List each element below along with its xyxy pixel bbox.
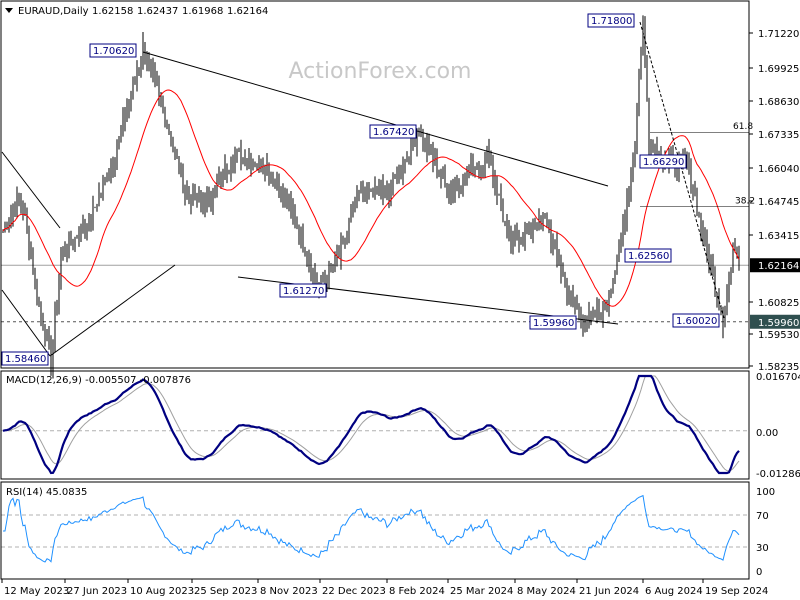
symbol-label: EURAUD,Daily [18,6,89,17]
price-tick-label: 1.71220 [758,29,799,40]
macd-signal-line [2,375,740,472]
date-tick-label: 21 Jun 2024 [579,586,639,597]
price-annotation-label: 1.60020 [676,316,717,327]
date-tick-label: 10 Aug 2023 [130,586,194,597]
macd-tick-label: -0.012869 [756,469,800,480]
moving-average-line [2,89,740,307]
trendline [1,151,61,229]
date-tick-label: 25 Mar 2024 [450,586,513,597]
date-tick-label: 6 Aug 2024 [645,586,703,597]
watermark: ActionForex.com [289,59,472,84]
price-tick-label: 1.63415 [758,231,799,242]
rsi-tick-label: 0 [756,567,762,578]
current-price-badge [750,258,800,273]
price-annotation-box [529,315,577,330]
price-annotation-box [279,283,327,298]
marker-price-label: 1.59960 [758,318,799,329]
rsi-panel-border [0,481,750,580]
price-tick-label: 1.67335 [758,130,799,141]
rsi-label: RSI(14) 45.0835 [6,487,87,498]
price-annotation-box [639,154,687,169]
date-tick-label: 25 Sep 2023 [194,586,257,597]
dropdown-triangle-icon[interactable] [5,8,13,13]
rsi-tick-label: 30 [756,543,769,554]
price-annotation-label: 1.59960 [533,318,574,329]
price-bars [2,15,740,379]
rsi-tick-label: 100 [756,487,775,498]
main-panel-border [0,0,750,369]
price-annotation-label: 1.66290 [643,157,684,168]
price-tick-label: 1.60825 [758,298,799,309]
rsi-line [3,494,740,563]
macd-label: MACD(12,26,9) -0.005507 -0.007876 [6,375,191,386]
trendline [49,264,176,357]
price-annotation-label: 1.61270 [283,286,324,297]
date-tick-label: 8 Feb 2024 [389,586,445,597]
ohlc-low: 1.61968 [182,6,223,17]
price-annotation-box [587,13,635,28]
price-annotation-box [1,351,49,366]
price-annotation-label: 1.62560 [628,251,669,262]
price-tick-label: 1.66040 [758,164,799,175]
price-annotation-label: 1.71800 [591,16,632,27]
date-tick-label: 8 May 2024 [517,586,576,597]
date-tick-label: 19 Sep 2024 [705,586,768,597]
fib-level-label: 61.8 [733,122,753,132]
date-tick-label: 8 Nov 2023 [260,586,318,597]
price-annotation-box [672,313,720,328]
current-price-label: 1.62164 [758,261,799,272]
macd-line [2,374,740,475]
ohlc-close: 1.62164 [227,6,268,17]
price-tick-label: 1.69925 [758,64,799,75]
price-tick-label: 1.68630 [758,97,799,108]
marker-price-badge [750,314,800,329]
trendline [142,51,609,187]
date-tick-label: 27 Jun 2023 [67,586,127,597]
date-tick-label: 12 May 2023 [4,586,69,597]
price-tick-label: 1.58235 [758,362,799,373]
ohlc-high: 1.62437 [137,6,178,17]
macd-tick-label: 0.00 [756,428,778,439]
price-annotation-box [369,124,417,139]
fib-level-label: 38.2 [735,197,755,207]
price-tick-label: 1.59530 [758,330,799,341]
rsi-tick-label: 70 [756,511,769,522]
price-annotation-box [624,248,672,263]
date-tick-label: 22 Dec 2023 [322,586,386,597]
fibonacci-dotted-line [639,21,725,319]
macd-tick-label: 0.016704 [756,372,800,383]
price-annotation-box [89,43,137,58]
macd-panel-border [0,370,750,480]
price-annotation-label: 1.67420 [373,127,414,138]
price-tick-label: 1.64745 [758,197,799,208]
ohlc-open: 1.62158 [92,6,133,17]
trendline [1,289,51,357]
price-annotation-label: 1.70620 [93,46,134,57]
price-annotation-label: 1.58460 [5,354,46,365]
